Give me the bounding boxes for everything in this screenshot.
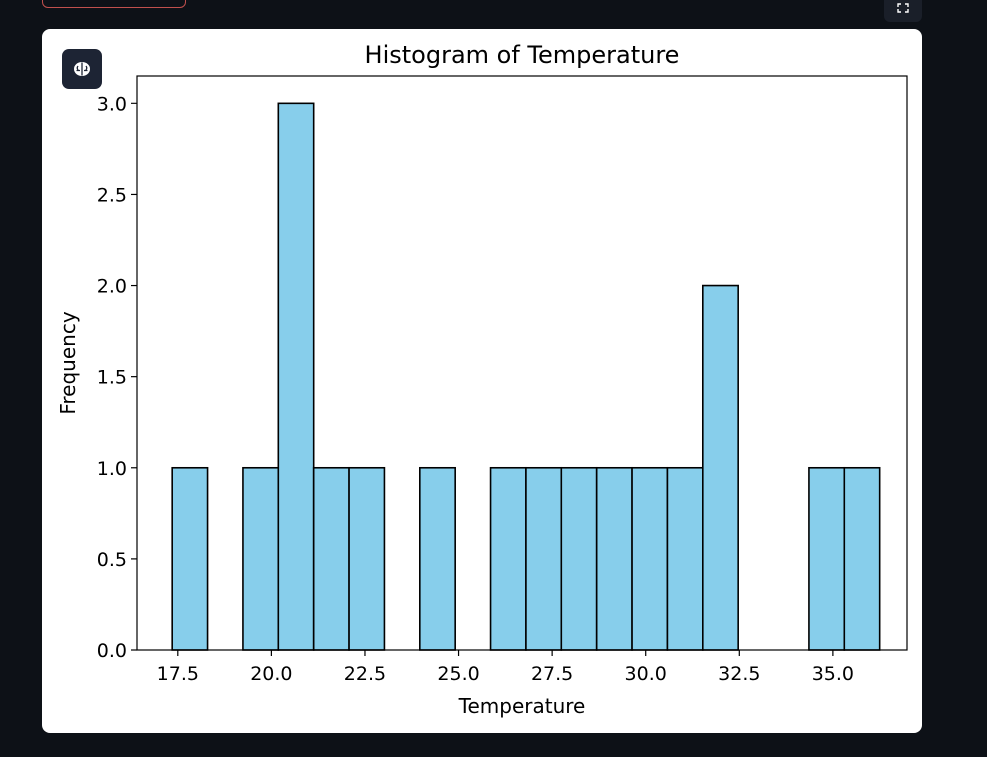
chart-title: Histogram of Temperature	[365, 41, 680, 69]
x-tick-label: 25.0	[437, 663, 479, 685]
histogram-bar	[242, 466, 280, 651]
histogram-bar	[843, 466, 881, 651]
brain-icon	[74, 62, 90, 76]
plot-frame	[136, 75, 908, 651]
x-tick-label: 20.0	[250, 663, 292, 685]
expand-button[interactable]	[884, 0, 922, 22]
x-tick-label: 30.0	[625, 663, 667, 685]
x-tick-label: 32.5	[718, 663, 760, 685]
histogram-bar	[595, 466, 633, 651]
histogram-bar	[419, 466, 456, 651]
y-tick-label: 3.0	[97, 93, 127, 115]
histogram-bar	[171, 466, 209, 651]
y-tick-label: 1.5	[97, 367, 127, 389]
histogram-bar	[631, 466, 669, 651]
y-tick-label: 0.0	[97, 640, 127, 662]
histogram-bar	[277, 102, 315, 651]
histogram-bar	[312, 466, 350, 651]
x-axis-label: Temperature	[458, 694, 586, 718]
x-tick-label: 35.0	[812, 663, 854, 685]
histogram-bar	[702, 284, 739, 651]
assistant-button[interactable]	[62, 49, 102, 89]
histogram-bar	[489, 466, 527, 651]
x-tick-label: 22.5	[344, 663, 386, 685]
histogram-chart: 17.5 20.0 22.5 25.0 27.5 30.0 32.5 35.0 0.0 0.5 1…	[56, 41, 908, 718]
histogram-bar	[348, 466, 386, 651]
y-axis-label: Frequency	[56, 311, 80, 414]
top-action-button[interactable]	[42, 0, 186, 8]
x-tick-label: 27.5	[531, 663, 573, 685]
y-tick-label: 0.5	[97, 549, 127, 571]
y-tick-label: 2.0	[97, 276, 127, 298]
histogram-bar	[525, 466, 563, 651]
expand-icon	[897, 3, 909, 13]
histogram-bar	[560, 466, 598, 651]
histogram-bar	[666, 466, 704, 651]
histogram-bar	[808, 466, 846, 651]
x-tick-label: 17.5	[157, 663, 199, 685]
chart-card: 17.5 20.0 22.5 25.0 27.5 30.0 32.5 35.0 0.0 0.5 1…	[42, 29, 922, 733]
y-tick-label: 2.5	[97, 184, 127, 206]
y-tick-label: 1.0	[97, 458, 127, 480]
